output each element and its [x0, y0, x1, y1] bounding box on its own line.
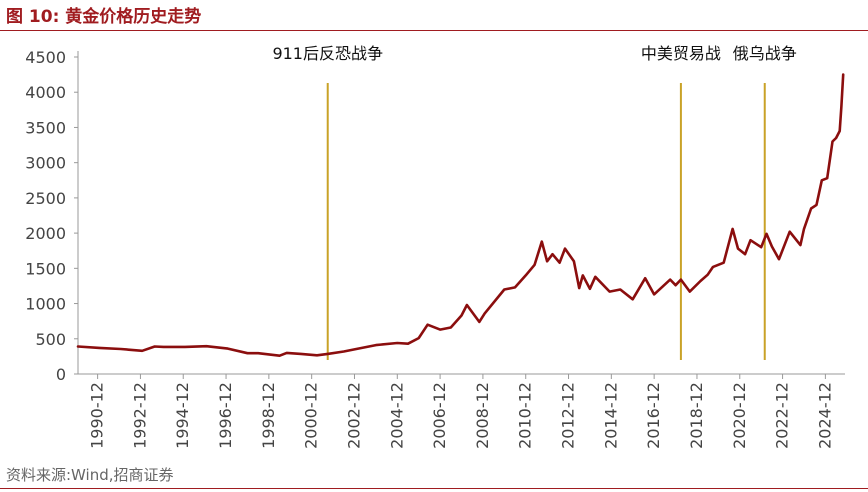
source-note: 资料来源:Wind,招商证券	[6, 466, 174, 484]
y-tick-label: 3500	[25, 118, 66, 137]
x-tick-label: 2014-12	[601, 382, 620, 449]
y-tick-label: 2000	[25, 224, 66, 243]
y-tick-label: 4000	[25, 83, 66, 102]
x-tick-label: 1996-12	[216, 382, 235, 449]
y-tick-label: 0	[56, 365, 66, 384]
x-tick-label: 2000-12	[302, 382, 321, 449]
y-tick-label: 2500	[25, 189, 66, 208]
gold-price-series-line	[76, 73, 845, 358]
bottom-rule	[0, 488, 868, 489]
y-tick-label: 1000	[25, 295, 66, 314]
x-tick-label: 2016-12	[644, 382, 663, 449]
event-label: 911后反恐战争	[272, 44, 383, 63]
x-tick-label: 2008-12	[473, 382, 492, 449]
x-tick-label: 2010-12	[516, 382, 535, 449]
y-tick-label: 3000	[25, 154, 66, 173]
x-tick-label: 2006-12	[430, 382, 449, 449]
x-tick-label: 1998-12	[259, 382, 278, 449]
figure-title: 图 10: 黄金价格历史走势	[6, 7, 202, 27]
y-tick-label: 1500	[25, 259, 66, 278]
y-tick-label: 500	[35, 330, 66, 349]
title-rule	[0, 30, 868, 31]
x-tick-label: 2018-12	[687, 382, 706, 449]
x-tick-label: 2012-12	[559, 382, 578, 449]
x-tick-label: 2020-12	[730, 382, 749, 449]
x-tick-label: 2022-12	[773, 382, 792, 449]
x-tick-label: 2024-12	[815, 382, 834, 449]
x-tick-label: 1990-12	[88, 382, 107, 449]
event-label: 俄乌战争	[733, 44, 797, 63]
x-tick-label: 2002-12	[344, 382, 363, 449]
x-tick-label: 2004-12	[387, 382, 406, 449]
event-label: 中美贸易战	[641, 44, 721, 63]
x-tick-label: 1994-12	[173, 382, 192, 449]
x-tick-label: 1992-12	[130, 382, 149, 449]
y-tick-label: 4500	[25, 48, 66, 67]
